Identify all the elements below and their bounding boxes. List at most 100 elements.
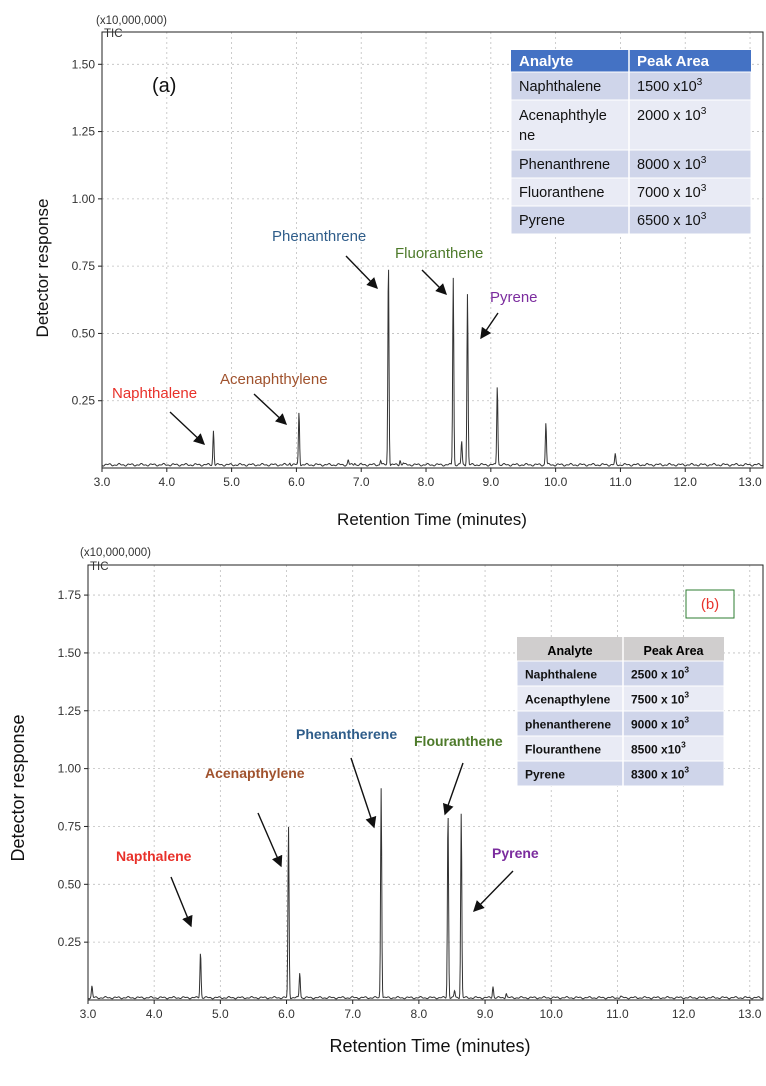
- x-tick-label: 4.0: [158, 475, 175, 489]
- peak-point: [200, 950, 202, 952]
- plot-frame: [87, 564, 764, 1001]
- peak-annotation-label: Pyrene: [492, 845, 539, 861]
- peak-point: [387, 260, 389, 262]
- peak-point: [298, 410, 300, 412]
- y-tick-label: 0.75: [58, 819, 82, 833]
- table-cell-area: 2000 x 103: [637, 106, 707, 124]
- table-row: [516, 710, 725, 737]
- table-cell-analyte: Naphthalene: [519, 79, 601, 95]
- annotation-arrow: [442, 762, 464, 816]
- tic-trace-line: [87, 788, 764, 1000]
- y-axis-title: Detector response: [33, 199, 52, 338]
- x-tick-label: 10.0: [544, 475, 568, 489]
- peak-point: [545, 421, 547, 423]
- table-row: [516, 685, 725, 712]
- panel-label: (b): [701, 596, 719, 613]
- annotation-arrow: [473, 870, 514, 913]
- table-cell-area: 8500 x103: [631, 740, 686, 757]
- y-tick-label: 1.75: [58, 588, 82, 602]
- table-header-cell: Analyte: [547, 644, 592, 658]
- x-tick-label: 12.0: [672, 1007, 696, 1021]
- table-row: [516, 760, 725, 787]
- x-tick-label: 4.0: [146, 1007, 163, 1021]
- table-row: [516, 660, 725, 687]
- peak-point: [380, 786, 382, 788]
- x-tick-label: 3.0: [80, 1007, 97, 1021]
- panel-label: (a): [152, 75, 176, 97]
- peak-point: [460, 812, 462, 814]
- x-tick-label: 5.0: [212, 1007, 229, 1021]
- table-header-cell: Analyte: [519, 53, 573, 70]
- y-tick-label: 0.50: [72, 326, 96, 340]
- x-tick-label: 3.0: [94, 475, 111, 489]
- table-cell-analyte: phenantherene: [525, 718, 611, 732]
- x-tick-label: 13.0: [738, 475, 762, 489]
- y-tick-label: 1.25: [72, 125, 96, 139]
- peak-area-table: Analyte Peak Area Naphthalene 1500 x103 Acen…: [510, 50, 752, 235]
- y-tick-label: 1.50: [58, 646, 82, 660]
- x-axis-title: Retention Time (minutes): [329, 1036, 530, 1056]
- peak-point: [466, 292, 468, 294]
- x-tick-label: 10.0: [540, 1007, 564, 1021]
- peak-point: [299, 971, 301, 973]
- tic-trace-line: [101, 269, 764, 467]
- y-tick-label: 0.25: [72, 394, 96, 408]
- y-tick-label: 1.25: [58, 704, 82, 718]
- x-tick-label: 7.0: [353, 475, 370, 489]
- peak-annotation-label: Naphthalene: [112, 385, 197, 402]
- peak-annotation-label: Phenantherene: [296, 726, 397, 742]
- x-tick-label: 12.0: [674, 475, 698, 489]
- annotation-arrow: [350, 757, 377, 829]
- y-scale-label: (x10,000,000): [96, 15, 167, 27]
- table-cell-area: 7500 x 103: [631, 690, 689, 707]
- trace-label: TIC: [90, 561, 109, 573]
- table-row: [510, 177, 752, 207]
- table-row: [516, 735, 725, 762]
- table-cell-area: 8000 x 103: [637, 155, 707, 173]
- x-tick-label: 6.0: [288, 475, 305, 489]
- panel-label-box: [685, 589, 735, 619]
- peak-annotation-label: Acenapthylene: [205, 765, 305, 781]
- annotation-arrow: [345, 255, 378, 290]
- table-row: [510, 149, 752, 179]
- x-axis-title: Retention Time (minutes): [337, 510, 527, 529]
- annotation-arrow: [480, 312, 499, 340]
- x-tick-label: 5.0: [223, 475, 240, 489]
- annotation-arrow: [169, 411, 206, 445]
- chart-panel-b: 3.0 4.0 5.0 6.0 7.0 8.0 9.0 10.0 11.0 12.0 13.0 0.2…: [8, 547, 764, 1056]
- table-cell-area: 7000 x 103: [637, 183, 707, 201]
- table-cell-analyte: Pyrene: [519, 213, 565, 229]
- y-scale-label: (x10,000,000): [80, 547, 151, 559]
- table-cell-area: 9000 x 103: [631, 715, 689, 732]
- table-cell-analyte: Acenapthylene: [525, 693, 611, 707]
- table-cell-analyte: Naphthalene: [525, 668, 597, 682]
- table-cell-area: 6500 x 103: [637, 211, 707, 229]
- table-row: [510, 71, 752, 101]
- table-cell-analyte: Pyrene: [525, 768, 565, 782]
- table-header-row: [511, 50, 751, 72]
- table-header-cell: Peak Area: [644, 644, 705, 658]
- table-cell-analyte: Fluoranthene: [519, 185, 604, 201]
- table-header-row: [517, 637, 724, 661]
- peak-point: [452, 276, 454, 278]
- table-cell-analyte: Phenanthrene: [519, 157, 610, 173]
- x-tick-label: 11.0: [606, 1007, 629, 1021]
- x-tick-label: 6.0: [278, 1007, 295, 1021]
- peak-area-table: Analyte Peak Area Naphthalene 2500 x 103 Ace…: [516, 637, 725, 787]
- table-row: [510, 205, 752, 235]
- x-tick-label: 13.0: [738, 1007, 762, 1021]
- table-cell-area: 8300 x 103: [631, 765, 689, 782]
- x-tick-label: 9.0: [482, 475, 499, 489]
- peak-annotation-label: Napthalene: [116, 848, 192, 864]
- x-tick-label: 11.0: [609, 475, 632, 489]
- peak-annotation-label: Pyrene: [490, 289, 538, 306]
- annotation-arrow: [257, 812, 283, 868]
- trace-label: TIC: [104, 28, 123, 40]
- table-cell-area: 1500 x103: [637, 77, 703, 95]
- annotation-arrow: [421, 269, 447, 295]
- y-tick-label: 0.25: [58, 935, 82, 949]
- peak-annotation-label: Phenanthrene: [272, 228, 366, 245]
- y-tick-label: 1.00: [72, 192, 96, 206]
- y-tick-label: 0.75: [72, 259, 96, 273]
